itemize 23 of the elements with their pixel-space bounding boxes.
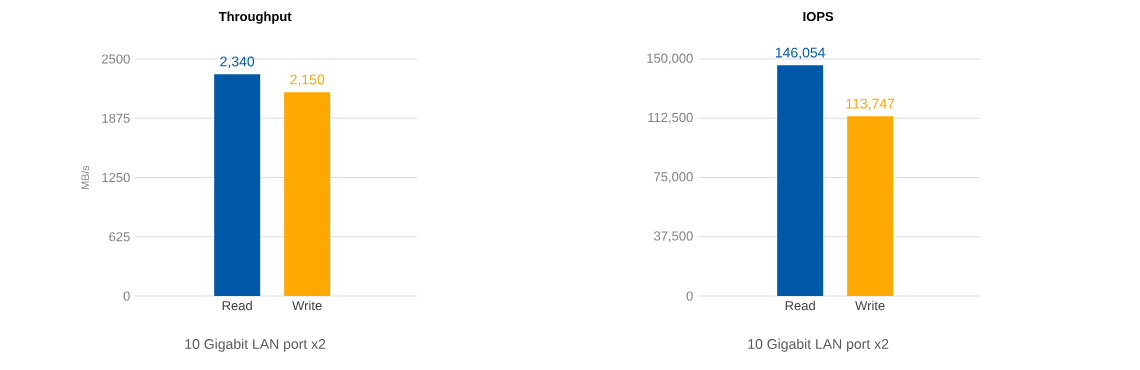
y-tick-label: 625 — [109, 232, 130, 242]
y-tick-label: 75,000 — [654, 172, 693, 183]
y-tick-label: 1250 — [102, 172, 130, 183]
y-tick-label: 1875 — [102, 113, 130, 123]
y-tick-label: 2500 — [102, 54, 130, 64]
x-tick-label: Read — [222, 300, 252, 311]
x-tick-label: Write — [292, 300, 322, 311]
y-tick-label: 0 — [686, 291, 693, 301]
x-axis-title: 10 Gigabit LAN port x2 — [185, 338, 326, 352]
y-axis-title: MB/s — [81, 165, 90, 189]
y-tick-label: 37,500 — [654, 231, 693, 243]
data-label: 2,150 — [290, 74, 325, 87]
x-tick-label: Write — [855, 300, 885, 311]
y-tick-label: 150,000 — [647, 53, 693, 65]
chart-title: Throughput — [218, 11, 292, 24]
x-axis-title: 10 Gigabit LAN port x2 — [748, 338, 889, 352]
y-tick-label: 112,500 — [648, 112, 693, 124]
data-label: 146,054 — [775, 47, 826, 60]
data-label: 113,747 — [846, 98, 895, 111]
y-tick-label: 0 — [123, 291, 130, 301]
data-label: 2,340 — [220, 56, 255, 69]
chart-title: IOPS — [803, 11, 834, 22]
x-tick-label: Read — [785, 300, 815, 311]
